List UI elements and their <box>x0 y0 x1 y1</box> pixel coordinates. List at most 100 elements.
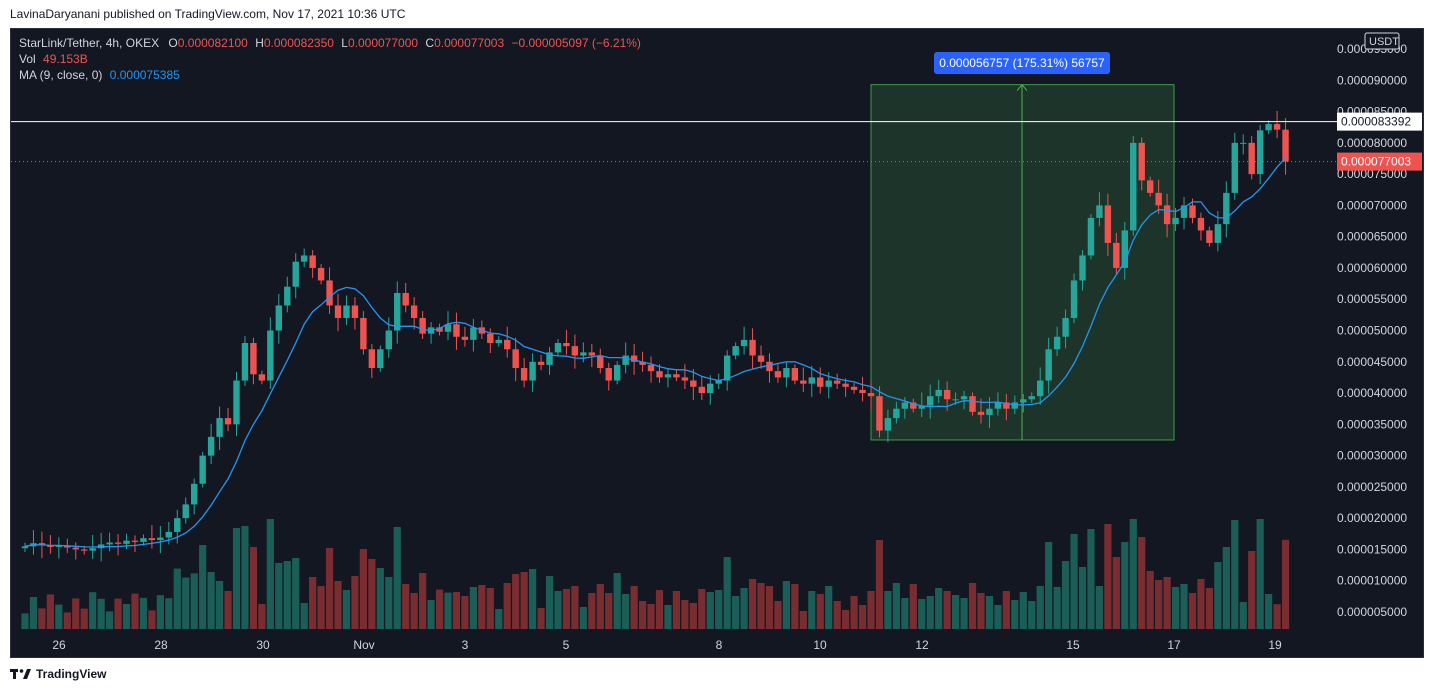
candle-body[interactable] <box>1113 242 1120 268</box>
volume-label[interactable]: Vol <box>19 52 36 66</box>
candle-body[interactable] <box>910 402 917 409</box>
candle-body[interactable] <box>986 408 993 415</box>
candle-body[interactable] <box>943 389 951 400</box>
candle-body[interactable] <box>1248 142 1255 175</box>
candle-body[interactable] <box>410 305 418 318</box>
candle-body[interactable] <box>250 343 257 375</box>
candle-body[interactable] <box>563 343 570 347</box>
candle-body[interactable] <box>757 355 765 362</box>
candle-body[interactable] <box>233 380 240 425</box>
candle-body[interactable] <box>394 292 401 331</box>
candle-body[interactable] <box>157 537 164 541</box>
candle-body[interactable] <box>1231 142 1238 193</box>
candle-body[interactable] <box>1045 349 1052 381</box>
candle-body[interactable] <box>1214 224 1222 243</box>
candle-body[interactable] <box>258 374 266 381</box>
candle-body[interactable] <box>1096 205 1103 218</box>
chart-panel[interactable]: 0.000005000 0.000010000 0.000015000 0.00002… <box>10 28 1424 658</box>
candle-body[interactable] <box>1011 402 1019 409</box>
candle-body[interactable] <box>21 546 29 549</box>
candle-body[interactable] <box>81 549 88 551</box>
candle-body[interactable] <box>960 396 968 400</box>
candle-body[interactable] <box>1053 336 1061 350</box>
candle-body[interactable] <box>927 396 934 406</box>
candle-body[interactable] <box>1087 217 1095 256</box>
candle-body[interactable] <box>630 355 638 362</box>
candle-body[interactable] <box>537 361 545 365</box>
candle-body[interactable] <box>698 386 705 394</box>
candle-body[interactable] <box>554 343 562 353</box>
candle-body[interactable] <box>351 305 359 318</box>
candle-body[interactable] <box>1256 130 1264 175</box>
tradingview-brand[interactable]: TradingView <box>36 667 107 681</box>
candle-body[interactable] <box>1121 230 1128 268</box>
candle-body[interactable] <box>791 368 799 381</box>
candle-body[interactable] <box>1130 142 1137 231</box>
candle-body[interactable] <box>876 396 883 431</box>
candle-body[interactable] <box>1265 124 1272 131</box>
candle-body[interactable] <box>241 343 249 381</box>
candle-body[interactable] <box>867 393 875 397</box>
candle-body[interactable] <box>969 396 976 412</box>
candle-body[interactable] <box>495 339 502 344</box>
candle-body[interactable] <box>64 545 71 548</box>
candle-body[interactable] <box>1180 205 1188 218</box>
candle-body[interactable] <box>402 292 409 306</box>
candle-body[interactable] <box>783 368 790 378</box>
candle-body[interactable] <box>131 540 139 542</box>
candle-body[interactable] <box>504 339 511 350</box>
candle-body[interactable] <box>292 261 299 287</box>
candle-body[interactable] <box>588 352 596 356</box>
candle-body[interactable] <box>55 545 63 547</box>
candle-body[interactable] <box>681 377 689 381</box>
candle-body[interactable] <box>1020 399 1027 403</box>
candle-body[interactable] <box>114 542 122 544</box>
ma-line[interactable] <box>24 157 1286 548</box>
candle-body[interactable] <box>207 436 215 456</box>
candle-body[interactable] <box>1155 192 1162 206</box>
candle-body[interactable] <box>723 355 731 381</box>
candle-body[interactable] <box>952 399 959 401</box>
candle-body[interactable] <box>901 402 909 409</box>
candle-body[interactable] <box>1037 380 1044 397</box>
candle-body[interactable] <box>884 418 892 431</box>
candle-body[interactable] <box>470 327 477 340</box>
candle-body[interactable] <box>182 504 189 519</box>
candle-body[interactable] <box>1079 255 1086 281</box>
candle-body[interactable] <box>461 336 469 340</box>
candle-body[interactable] <box>597 355 604 369</box>
candle-body[interactable] <box>605 368 612 381</box>
candle-body[interactable] <box>267 330 274 381</box>
candle-body[interactable] <box>38 543 46 546</box>
candle-body[interactable] <box>893 408 900 419</box>
candle-body[interactable] <box>512 349 519 369</box>
candle-body[interactable] <box>529 361 536 381</box>
candle-body[interactable] <box>833 380 841 384</box>
candle-body[interactable] <box>1223 192 1230 225</box>
candle-body[interactable] <box>740 339 748 347</box>
candle-body[interactable] <box>1240 142 1247 144</box>
candle-body[interactable] <box>284 286 291 306</box>
candle-body[interactable] <box>1273 124 1281 130</box>
candle-body[interactable] <box>664 374 672 378</box>
candle-body[interactable] <box>1163 205 1171 225</box>
candle-body[interactable] <box>1104 205 1112 243</box>
candle-body[interactable] <box>216 418 223 437</box>
candle-body[interactable] <box>72 547 79 550</box>
candle-body[interactable] <box>326 280 333 306</box>
candle-body[interactable] <box>1282 129 1289 162</box>
candle-body[interactable] <box>148 538 156 541</box>
currency-badge[interactable] <box>1364 32 1400 50</box>
candle-body[interactable] <box>360 317 367 350</box>
candle-body[interactable] <box>385 330 392 350</box>
candle-body[interactable] <box>935 389 942 397</box>
candle-body[interactable] <box>639 361 646 365</box>
candle-body[interactable] <box>377 349 384 369</box>
candle-body[interactable] <box>1138 142 1145 181</box>
candle-body[interactable] <box>140 538 147 542</box>
candle-body[interactable] <box>647 364 655 372</box>
candle-body[interactable] <box>766 361 773 372</box>
candle-body[interactable] <box>842 383 849 387</box>
candle-body[interactable] <box>707 383 714 394</box>
candle-body[interactable] <box>1206 230 1213 243</box>
